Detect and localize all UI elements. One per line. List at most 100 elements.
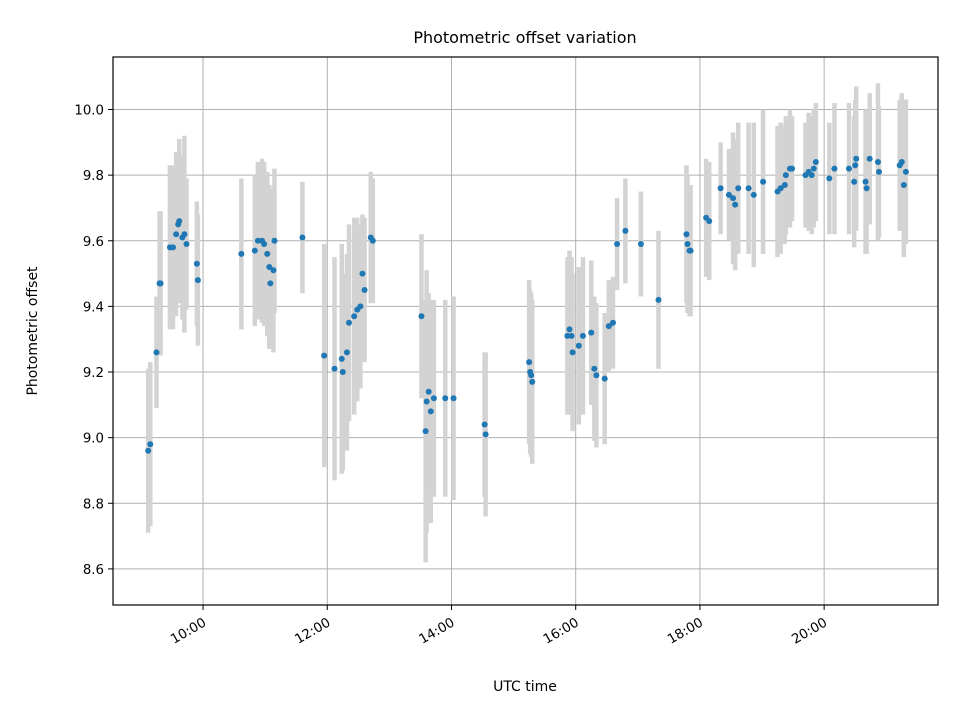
data-point [157, 280, 164, 287]
data-point [271, 237, 278, 244]
data-point [900, 181, 907, 188]
data-point [777, 185, 784, 192]
data-point [266, 264, 273, 271]
data-point [238, 250, 245, 257]
data-point [730, 195, 737, 202]
data-point [338, 355, 345, 362]
data-point [145, 447, 152, 454]
y-tick-label: 9.0 [83, 432, 104, 447]
data-point [176, 218, 183, 225]
data-point [593, 372, 600, 379]
data-point [173, 231, 180, 238]
data-point [622, 227, 629, 234]
data-point [351, 313, 358, 320]
data-point [422, 428, 429, 435]
data-point [745, 185, 752, 192]
data-point [732, 201, 739, 208]
data-point [361, 286, 368, 293]
data-point [812, 159, 819, 166]
chart-title: Photometric offset variation [413, 28, 636, 47]
data-point [808, 172, 815, 179]
data-point [609, 319, 616, 326]
data-point [251, 247, 258, 254]
data-point [875, 168, 882, 175]
data-point [874, 159, 881, 166]
data-point [601, 375, 608, 382]
data-point [418, 313, 425, 320]
data-point [575, 342, 582, 349]
data-point [831, 165, 838, 172]
data-point [359, 270, 366, 277]
data-point [153, 349, 160, 356]
data-point [588, 329, 595, 336]
y-tick-label: 9.6 [83, 235, 104, 250]
data-point [760, 178, 767, 185]
data-point [866, 155, 873, 162]
data-point [750, 191, 757, 198]
data-point [482, 431, 489, 438]
data-point [147, 441, 154, 448]
data-point [637, 241, 644, 248]
data-point [568, 332, 575, 339]
data-point [591, 365, 598, 372]
data-point [789, 165, 796, 172]
data-point [299, 234, 306, 241]
x-axis-label: UTC time [493, 679, 557, 695]
data-point [369, 237, 376, 244]
data-point [193, 260, 200, 267]
data-point [706, 218, 713, 225]
data-point [528, 372, 535, 379]
data-point [346, 319, 353, 326]
data-point [898, 159, 905, 166]
y-tick-label: 9.8 [83, 169, 104, 184]
data-point [579, 332, 586, 339]
y-axis-label: Photometric offset [25, 266, 41, 396]
data-point [614, 241, 621, 248]
data-point [853, 155, 860, 162]
data-point [569, 349, 576, 356]
data-point [852, 162, 859, 169]
data-point [321, 352, 328, 359]
data-point [781, 181, 788, 188]
data-point [782, 172, 789, 179]
data-point [427, 408, 434, 415]
data-point [264, 250, 271, 257]
data-point [423, 398, 430, 405]
data-point [862, 178, 869, 185]
data-point [254, 237, 261, 244]
data-point [267, 280, 274, 287]
y-tick-label: 9.2 [83, 366, 104, 381]
data-point [529, 378, 536, 385]
data-points [145, 155, 909, 454]
data-point [261, 241, 268, 248]
data-point [430, 395, 437, 402]
y-tick-label: 8.6 [83, 563, 104, 578]
data-point [526, 359, 533, 366]
data-point [717, 185, 724, 192]
data-point [181, 231, 188, 238]
data-point [357, 303, 364, 310]
y-axis-ticks: 8.6 8.8 9.0 9.2 9.4 9.6 9.8 10.0 [74, 104, 113, 578]
data-point [331, 365, 338, 372]
data-point [851, 178, 858, 185]
data-point [902, 168, 909, 175]
data-point [481, 421, 488, 428]
data-point [170, 244, 177, 251]
data-point [655, 296, 662, 303]
data-point [826, 175, 833, 182]
plot-frame [112, 56, 939, 606]
data-point [845, 165, 852, 172]
data-point [683, 231, 690, 238]
data-point [566, 326, 573, 333]
y-tick-label: 10.0 [74, 104, 104, 119]
data-point [564, 332, 571, 339]
data-point [684, 241, 691, 248]
data-point [442, 395, 449, 402]
y-tick-label: 8.8 [83, 497, 104, 512]
data-point [183, 241, 190, 248]
data-point [863, 185, 870, 192]
data-point [725, 191, 732, 198]
data-point [605, 323, 612, 330]
